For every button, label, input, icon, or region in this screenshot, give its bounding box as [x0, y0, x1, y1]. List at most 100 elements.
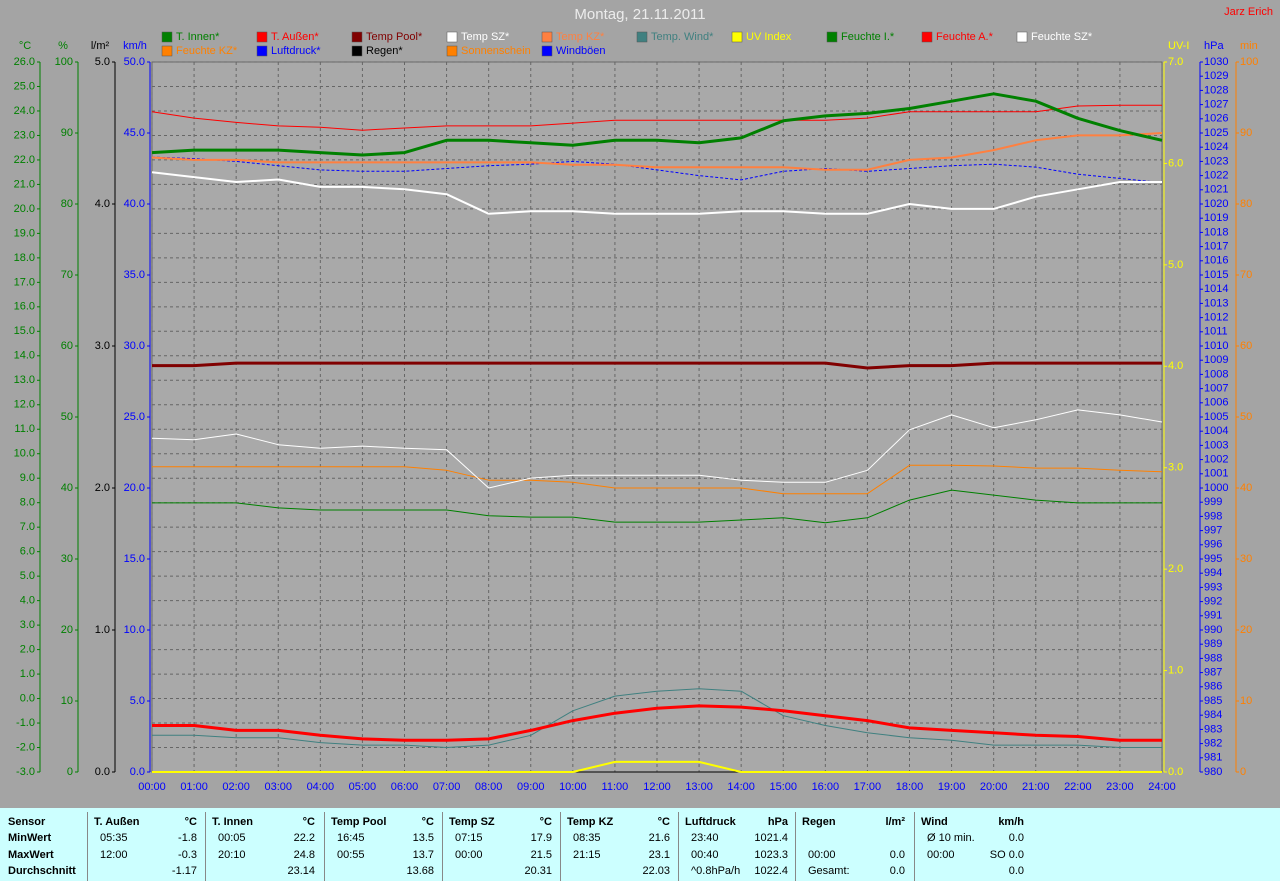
- y-tick-label: -1.0: [16, 717, 35, 729]
- y-tick-label: 1000: [1204, 482, 1228, 494]
- y-tick-label: 0.0: [130, 766, 145, 778]
- column-header: T. Außen: [94, 816, 140, 828]
- series-line: [151, 156, 1163, 184]
- column-unit: °C: [302, 816, 315, 828]
- y-tick-label: 11.0: [14, 423, 35, 435]
- y-tick-label: 90: [1240, 127, 1252, 139]
- legend-label: Feuchte I.*: [841, 31, 895, 43]
- column-header: Temp SZ: [449, 816, 495, 828]
- y-tick-label: 1022: [1204, 170, 1228, 182]
- cell-time: Ø 10 min.: [927, 832, 975, 844]
- y-tick-label: 25.0: [14, 80, 35, 92]
- y-tick-label: 50.0: [124, 56, 145, 68]
- row-label: Sensor: [8, 816, 46, 828]
- y-tick-label: 1004: [1204, 425, 1228, 437]
- legend-label: UV Index: [746, 31, 792, 43]
- cell-value: 23.14: [287, 865, 315, 877]
- x-tick-label: 16:00: [812, 781, 840, 793]
- legend-swatch: [541, 31, 553, 43]
- y-tick-label: 1.0: [20, 668, 35, 680]
- y-tick-label: 985: [1204, 695, 1222, 707]
- y-tick-label: 7.0: [20, 521, 35, 533]
- separator: [87, 812, 88, 881]
- y-tick-label: 0: [67, 766, 73, 778]
- y-tick-label: 10: [61, 695, 73, 707]
- y-tick-label: -3.0: [16, 766, 35, 778]
- y-tick-label: 998: [1204, 510, 1222, 522]
- x-tick-label: 08:00: [475, 781, 503, 793]
- y-tick-label: 1009: [1204, 354, 1228, 366]
- cell-time: 08:35: [573, 832, 601, 844]
- x-tick-label: 20:00: [980, 781, 1008, 793]
- cell-value: -0.3: [178, 849, 197, 861]
- y-tick-label: 70: [1240, 269, 1252, 281]
- y-tick-label: 3.0: [95, 340, 110, 352]
- cell-time: 20:10: [218, 849, 246, 861]
- y-tick-label: -2.0: [16, 741, 35, 753]
- y-tick-label: 988: [1204, 652, 1222, 664]
- legend-label: Luftdruck*: [271, 45, 321, 57]
- cell-value: 13.5: [412, 832, 434, 844]
- cell-value: -1.8: [178, 832, 197, 844]
- legend-label: Temp Pool*: [366, 31, 423, 43]
- x-tick-label: 19:00: [938, 781, 966, 793]
- separator: [795, 812, 796, 881]
- cell-value: 21.6: [648, 832, 670, 844]
- y-tick-label: 1028: [1204, 84, 1228, 96]
- legend-swatch: [161, 45, 173, 57]
- y-tick-label: 993: [1204, 581, 1222, 593]
- cell-time: 05:35: [100, 832, 128, 844]
- y-tick-label: 2.0: [20, 643, 35, 655]
- y-tick-label: 1016: [1204, 255, 1228, 267]
- x-tick-label: 21:00: [1022, 781, 1050, 793]
- y-tick-label: 1017: [1204, 241, 1228, 253]
- y-tick-label: 995: [1204, 553, 1222, 565]
- y-tick-label: 1008: [1204, 368, 1228, 380]
- y-tick-label: 7.0: [1168, 56, 1183, 68]
- y-tick-label: 40.0: [124, 198, 145, 210]
- y-tick-label: 10.0: [14, 448, 35, 460]
- y-tick-label: 989: [1204, 638, 1222, 650]
- cell-value: 20.31: [524, 865, 552, 877]
- series-line: [152, 361, 1162, 370]
- separator: [914, 812, 915, 881]
- legend-label: Regen*: [366, 45, 403, 57]
- legend-swatch: [826, 31, 838, 43]
- y-tick-label: 1012: [1204, 312, 1228, 324]
- y-tick-label: 0.0: [20, 692, 35, 704]
- x-tick-label: 10:00: [559, 781, 587, 793]
- y-tick-label: 997: [1204, 525, 1222, 537]
- y-tick-label: 10: [1240, 695, 1252, 707]
- y-tick-label: 30: [61, 553, 73, 565]
- separator: [678, 812, 679, 881]
- y-tick-label: 1019: [1204, 212, 1228, 224]
- series-line: [152, 464, 1163, 495]
- y-tick-label: 35.0: [124, 269, 145, 281]
- cell-value: 21.5: [530, 849, 552, 861]
- series-line: [152, 489, 1162, 524]
- column-header: Temp Pool: [331, 816, 387, 828]
- legend-label: Feuchte A.*: [936, 31, 994, 43]
- y-tick-label: 1025: [1204, 127, 1228, 139]
- axis-title: UV-I: [1168, 40, 1189, 52]
- cell-value: SO 0.0: [989, 849, 1024, 861]
- y-tick-label: 2.0: [95, 482, 110, 494]
- y-tick-label: 90: [61, 127, 73, 139]
- y-tick-label: 17.0: [14, 276, 35, 288]
- series-line: [151, 92, 1163, 157]
- legend-label: Temp KZ*: [556, 31, 605, 43]
- column-unit: °C: [539, 816, 552, 828]
- y-tick-label: 23.0: [14, 129, 35, 141]
- y-tick-label: 6.0: [20, 546, 35, 558]
- x-tick-label: 05:00: [349, 781, 377, 793]
- column-unit: °C: [657, 816, 670, 828]
- column-header: Wind: [921, 816, 948, 828]
- y-tick-label: 80: [61, 198, 73, 210]
- cell-time: 00:55: [337, 849, 365, 861]
- y-tick-label: 5.0: [1168, 259, 1183, 271]
- legend-swatch: [256, 31, 268, 43]
- cell-time: 16:45: [337, 832, 365, 844]
- series-line: [151, 132, 1163, 171]
- cell-value: -1.17: [171, 865, 197, 877]
